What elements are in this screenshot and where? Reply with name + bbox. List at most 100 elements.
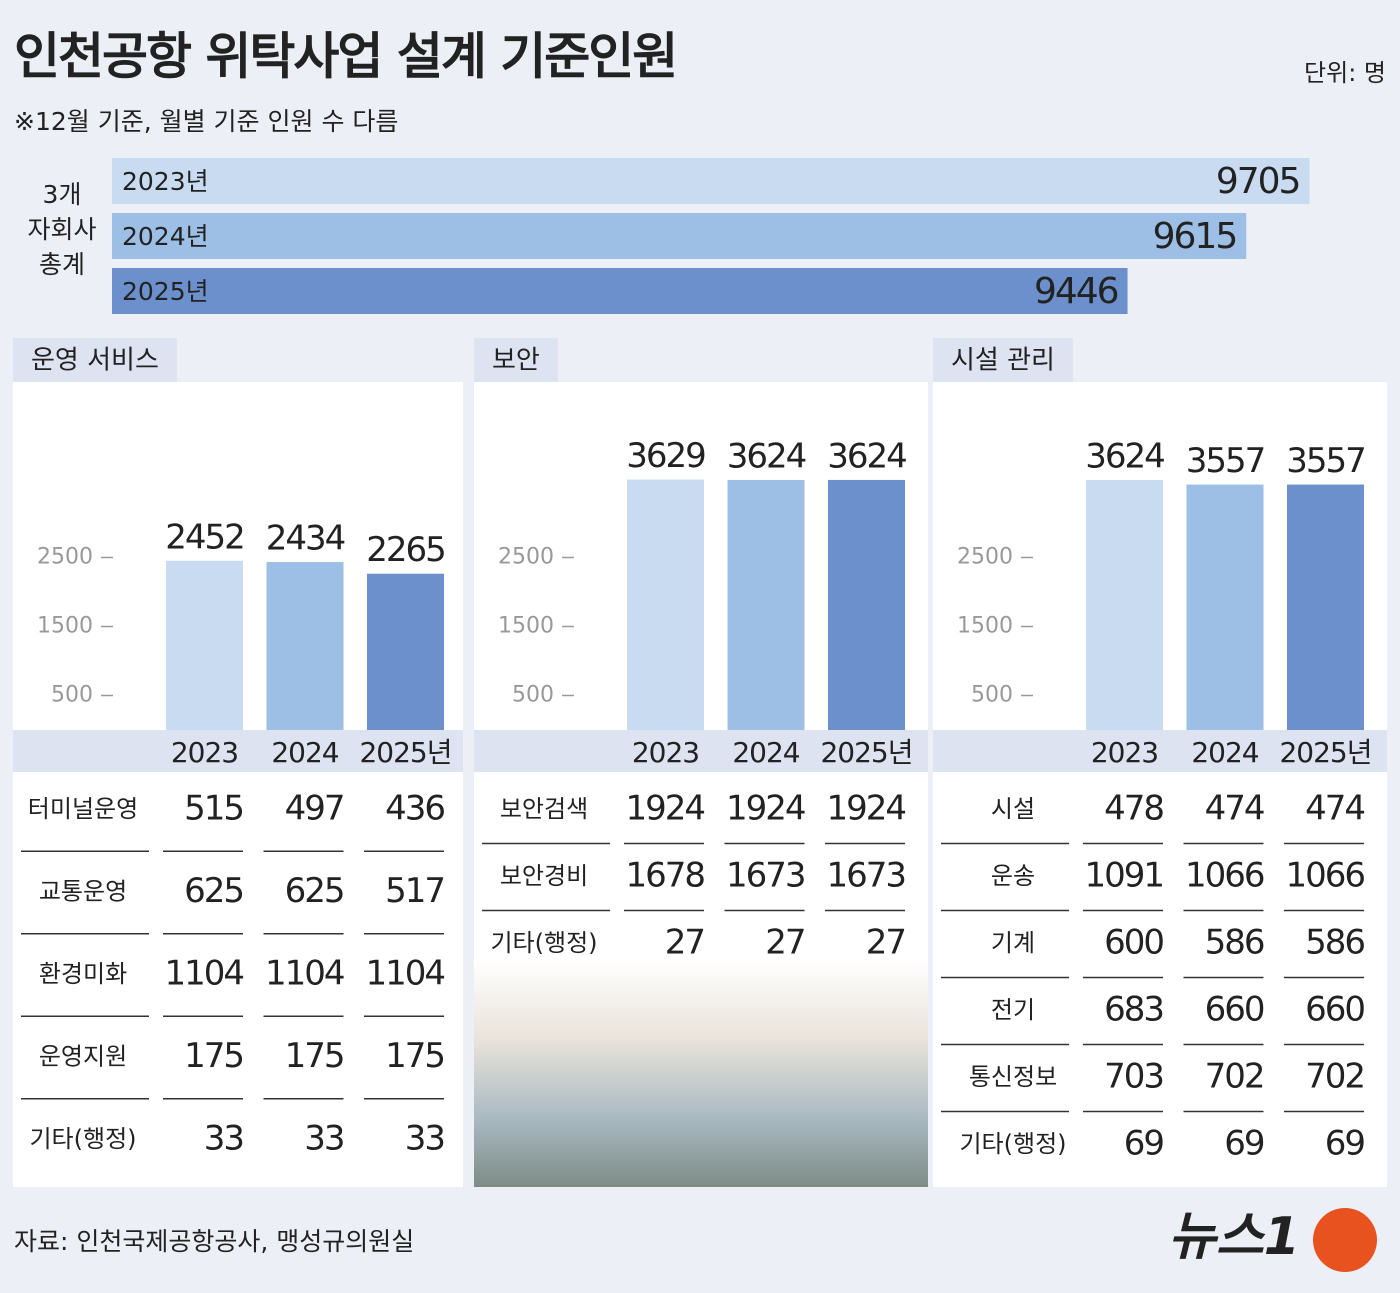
x-tick-label: 2024 xyxy=(1191,736,1258,769)
cell-value: 683 xyxy=(1104,990,1163,1030)
row-label: 운영지원 xyxy=(39,1043,127,1071)
cell-value: 175 xyxy=(285,1036,344,1076)
cell-value: 515 xyxy=(184,789,243,829)
cell-value: 497 xyxy=(285,789,344,829)
category-label: 2023년 xyxy=(122,167,209,196)
x-tick-label: 2023 xyxy=(632,736,699,769)
x-tick-label: 2024 xyxy=(732,736,799,769)
bar xyxy=(1086,479,1163,730)
cell-value: 702 xyxy=(1205,1057,1264,1097)
row-label: 환경미화 xyxy=(39,960,127,988)
cell-value: 625 xyxy=(184,871,243,911)
cell-value: 33 xyxy=(304,1119,343,1159)
y-tick-label: 2500 xyxy=(957,545,1013,570)
cell-value: 1673 xyxy=(826,856,905,896)
panel-title: 보안 xyxy=(492,346,540,376)
table-area xyxy=(13,772,463,1187)
bar xyxy=(627,479,704,730)
y-tick-label: 500 xyxy=(51,683,93,708)
value-label: 3624 xyxy=(827,436,906,476)
row-label: 기타(행정) xyxy=(959,1130,1066,1158)
logo-mark xyxy=(1313,1208,1377,1272)
total-label: 3개 xyxy=(43,180,82,209)
cell-value: 1924 xyxy=(625,789,704,829)
y-tick-label: 1500 xyxy=(498,614,554,639)
cell-value: 1924 xyxy=(826,789,905,829)
row-label: 통신정보 xyxy=(969,1063,1057,1091)
cell-value: 69 xyxy=(1325,1124,1365,1164)
cell-value: 478 xyxy=(1104,789,1163,829)
value-label: 3557 xyxy=(1186,441,1265,481)
cell-value: 474 xyxy=(1305,789,1364,829)
value-label: 2265 xyxy=(366,530,445,570)
cell-value: 27 xyxy=(665,923,704,963)
bar xyxy=(828,479,905,730)
bar xyxy=(112,158,1310,204)
cell-value: 33 xyxy=(204,1119,243,1159)
bar xyxy=(367,573,444,730)
x-tick-label: 2025년 xyxy=(1279,736,1371,769)
panel-tab xyxy=(474,338,558,382)
panel-tab xyxy=(933,338,1073,382)
cell-value: 586 xyxy=(1305,923,1364,963)
airport-image xyxy=(474,960,928,1187)
row-label: 전기 xyxy=(991,996,1035,1024)
x-tick-label: 2024 xyxy=(271,736,338,769)
cell-value: 660 xyxy=(1205,990,1264,1030)
bar xyxy=(166,560,243,730)
x-tick-label: 2025년 xyxy=(359,736,451,769)
cell-value: 1924 xyxy=(726,789,805,829)
bar xyxy=(1186,484,1264,730)
y-tick-label: 500 xyxy=(512,683,554,708)
row-label: 터미널운영 xyxy=(28,795,138,823)
title: 인천공항 위탁사업 설계 기준인원 xyxy=(14,28,676,86)
cell-value: 474 xyxy=(1205,789,1264,829)
row-label: 기타(행정) xyxy=(490,929,597,957)
y-tick-label: 1500 xyxy=(957,614,1013,639)
cell-value: 27 xyxy=(866,923,905,963)
bar xyxy=(112,213,1247,259)
category-label: 2024년 xyxy=(122,222,209,251)
year-strip xyxy=(13,730,463,772)
x-tick-label: 2023 xyxy=(1091,736,1158,769)
row-label: 시설 xyxy=(991,795,1035,823)
y-tick-label: 500 xyxy=(971,683,1013,708)
panel-title: 시설 관리 xyxy=(951,346,1055,376)
category-label: 2025년 xyxy=(122,277,209,306)
bar xyxy=(112,268,1128,314)
cell-value: 586 xyxy=(1205,923,1264,963)
cell-value: 1104 xyxy=(265,954,344,994)
x-tick-label: 2025년 xyxy=(820,736,912,769)
x-tick-label: 2023 xyxy=(171,736,238,769)
cell-value: 600 xyxy=(1104,923,1163,963)
unit: 단위: 명 xyxy=(1304,59,1386,87)
cell-value: 175 xyxy=(385,1036,444,1076)
value-label: 9705 xyxy=(1216,161,1300,202)
cell-value: 27 xyxy=(765,923,804,963)
bar xyxy=(266,562,344,730)
cell-value: 1104 xyxy=(164,954,243,994)
cell-value: 625 xyxy=(285,871,344,911)
cell-value: 1104 xyxy=(365,954,444,994)
year-strip xyxy=(474,730,928,772)
value-label: 2434 xyxy=(266,519,345,559)
value-label: 3629 xyxy=(626,436,705,476)
value-label: 3624 xyxy=(727,436,806,476)
total-label: 총계 xyxy=(39,250,85,279)
row-label: 기계 xyxy=(991,929,1035,957)
cell-value: 1091 xyxy=(1084,856,1163,896)
value-label: 3557 xyxy=(1286,441,1365,481)
cell-value: 1673 xyxy=(726,856,805,896)
y-tick-label: 2500 xyxy=(37,545,93,570)
row-label: 기타(행정) xyxy=(29,1125,136,1153)
cell-value: 436 xyxy=(385,789,444,829)
note: ※12월 기준, 월별 기준 인원 수 다름 xyxy=(14,107,398,136)
value-label: 9615 xyxy=(1153,216,1237,257)
value-label: 9446 xyxy=(1034,271,1118,312)
bar xyxy=(1287,484,1364,730)
cell-value: 69 xyxy=(1124,1124,1164,1164)
y-tick-label: 2500 xyxy=(498,545,554,570)
cell-value: 517 xyxy=(385,871,444,911)
panel-tab xyxy=(13,338,177,382)
